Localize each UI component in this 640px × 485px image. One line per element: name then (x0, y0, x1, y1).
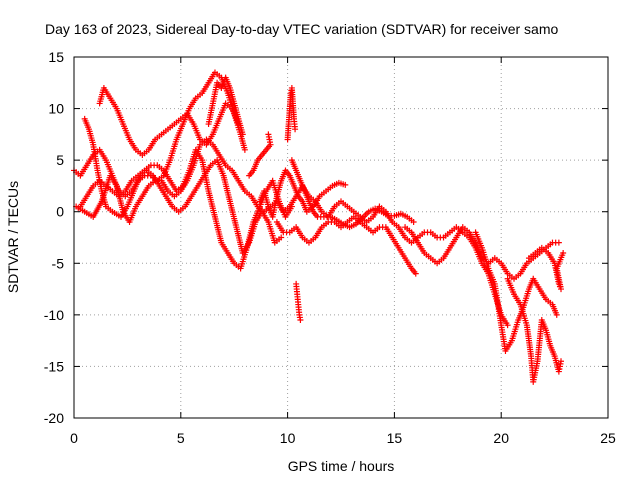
y-tick-label: 5 (56, 152, 64, 168)
series-track-h (472, 229, 560, 354)
x-tick-label: 15 (387, 430, 403, 446)
data-point (278, 234, 285, 241)
x-tick-label: 0 (70, 430, 78, 446)
y-tick-label: -15 (44, 358, 64, 374)
data-point (292, 126, 299, 133)
y-tick-label: 15 (48, 49, 64, 65)
plot-frame (73, 56, 609, 419)
series-track-d (96, 84, 242, 158)
chart-title: Day 163 of 2023, Sidereal Day-to-day VTE… (45, 21, 558, 37)
series-track-j (525, 244, 567, 293)
x-tick-label: 20 (493, 430, 509, 446)
series-track-m (288, 157, 417, 231)
y-tick-label: -20 (44, 410, 64, 426)
data-series (71, 69, 567, 385)
x-tick-label: 25 (600, 430, 616, 446)
data-point (241, 146, 248, 153)
grid-lines (74, 57, 608, 418)
data-point (342, 181, 349, 188)
y-axis-title: SDTVAR / TECUs (5, 181, 21, 293)
x-tick-label: 10 (280, 430, 296, 446)
data-point (412, 270, 419, 277)
data-point (558, 358, 565, 365)
data-point (239, 131, 246, 138)
series-track-k (205, 74, 246, 138)
y-tick-label: 10 (48, 101, 64, 117)
series-spike-c (246, 131, 274, 179)
y-tick-label: 0 (56, 204, 64, 220)
data-point (297, 317, 304, 324)
data-point (504, 322, 511, 329)
series-track-l (256, 167, 349, 220)
data-point (553, 311, 560, 318)
data-point (246, 172, 253, 179)
data-point (555, 239, 562, 246)
data-point (560, 249, 567, 256)
data-point (410, 219, 417, 226)
x-tick-label: 5 (177, 430, 185, 446)
series-track-i (504, 275, 565, 385)
y-tick-label: -10 (44, 307, 64, 323)
x-axis-title: GPS time / hours (288, 458, 395, 474)
series-spike-a (284, 84, 299, 143)
y-tick-label: -5 (52, 255, 65, 271)
series-spike-b (293, 280, 304, 324)
axis-ticks: 0 5 10 15 20 25 -20 -15 -10 -5 0 5 10 15 (44, 49, 616, 446)
